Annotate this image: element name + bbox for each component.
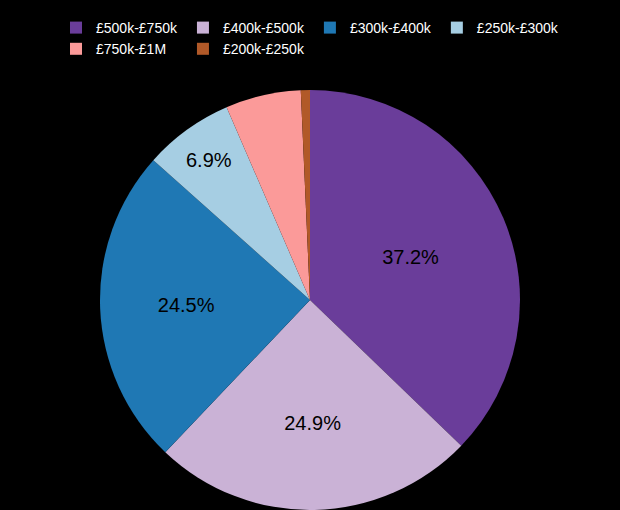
svg-text:24.5%: 24.5% xyxy=(158,294,215,316)
svg-text:37.2%: 37.2% xyxy=(382,246,439,268)
svg-text:£750k-£1M: £750k-£1M xyxy=(96,41,166,57)
svg-text:£300k-£400k: £300k-£400k xyxy=(350,20,432,36)
svg-text:24.9%: 24.9% xyxy=(284,412,341,434)
svg-text:£500k-£750k: £500k-£750k xyxy=(96,20,178,36)
svg-text:£400k-£500k: £400k-£500k xyxy=(223,20,305,36)
svg-text:£250k-£300k: £250k-£300k xyxy=(477,20,559,36)
svg-text:£200k-£250k: £200k-£250k xyxy=(223,41,305,57)
svg-text:6.9%: 6.9% xyxy=(186,149,232,171)
